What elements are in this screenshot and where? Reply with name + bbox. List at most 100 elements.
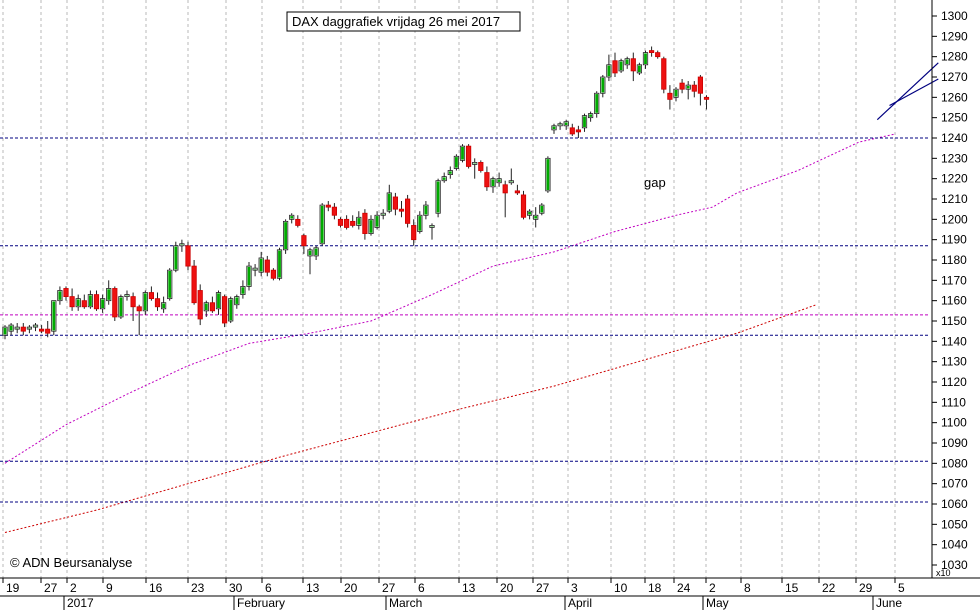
x-day-label: 13 [462,581,476,595]
x-day-label: 9 [106,581,113,595]
y-tick-label: 1030 [941,558,968,572]
candle-up-fill [174,246,178,270]
candle-down [465,145,472,167]
month-label: June [876,596,902,610]
y-tick-label: 1070 [941,477,968,491]
x-axis-month-labels: 2017 February March April May June [63,596,902,610]
x-day-label: 23 [191,581,205,595]
candle-down [404,198,411,224]
candle-down [484,172,490,188]
moving-average-line [4,304,817,533]
candle-down [264,259,270,273]
copyright-label: © ADN Beursanalyse [10,555,132,570]
candle-up-fill [284,222,287,250]
candle-up-fill [241,287,245,294]
candle-up-fill [369,220,373,233]
candle-up-fill [455,157,458,168]
candle-down [130,296,136,308]
y-tick-label: 1300 [941,9,968,23]
candle-up-fill [357,218,361,225]
y-axis-ticks: 1030 1040 1050 1060 1070 1080 1090 1100 1110 1120… [932,9,968,572]
candle-up-fill [638,65,641,73]
x-day-label: 16 [149,581,163,595]
candle-down [514,190,521,194]
x-day-label: 30 [229,581,243,595]
candle-up-fill [583,116,586,128]
y-tick-label: 1290 [941,29,968,43]
candle-up-fill [101,299,104,308]
candle-down [81,300,87,308]
candle-up-fill [448,171,452,174]
candle-down [136,306,142,312]
moving-average-line [4,133,896,464]
candle-up-fill [534,216,538,219]
candle-down [661,58,667,90]
candle-down [697,76,704,94]
candle-down [148,292,154,300]
candle-up-fill [497,179,501,182]
candle-up-fill [644,53,647,64]
candle-up-fill [461,146,464,160]
y-tick-label: 1100 [941,416,967,430]
scale-marker: x10 [936,568,951,578]
x-day-label: 10 [614,581,628,595]
candle-up-fill [619,61,623,71]
trend-line [876,62,939,121]
candle-up-fill [143,293,147,311]
candle-down [362,212,368,234]
candle-up-fill [107,289,111,300]
x-day-label: 5 [898,581,905,595]
candle-up-fill [168,270,172,298]
candle-down [325,204,331,208]
x-day-label: 6 [265,581,272,595]
x-day-label: 8 [744,581,751,595]
candle-up-fill [247,266,251,286]
candle-down [679,82,685,90]
candle-up-fill [119,297,123,317]
candle-down [612,60,618,74]
y-tick-label: 1200 [941,212,968,226]
y-tick-label: 1280 [941,50,968,64]
y-tick-label: 1180 [941,253,967,267]
candle-up-fill [89,295,92,306]
candle-down [411,225,417,241]
candle-up-fill [546,159,550,191]
candles [2,46,710,340]
x-day-label: 18 [648,581,662,595]
candle-up-fill [375,216,379,227]
candle-down [478,161,484,171]
candle-up-fill [436,181,440,213]
candle-up-fill [290,216,294,219]
candle-down [295,218,301,226]
candle-down [197,290,203,320]
candle-down [331,206,338,216]
y-tick-label: 1050 [941,517,968,531]
candle-down [392,196,399,210]
candle-down [112,288,118,318]
x-day-label: 29 [859,581,873,595]
gap-annotation: gap [644,175,666,190]
candle-down [667,92,673,100]
candle-down [63,288,69,298]
candle-up-fill [607,65,611,77]
candle-up-fill [686,85,690,89]
month-label: April [568,596,592,610]
candle-down [350,220,356,226]
candle-down [520,194,527,218]
candle-up-fill [204,303,208,311]
candle-up-fill [76,299,80,306]
y-tick-label: 1080 [941,456,968,470]
candle-down [185,245,191,267]
candle-up-fill [418,216,422,231]
x-day-label: 27 [44,581,58,595]
candle-up-fill [320,205,324,243]
x-day-label: 27 [382,581,396,595]
x-day-label: 2 [70,581,77,595]
candle-down [343,218,350,228]
month-label: March [389,596,422,610]
candle-down [221,296,228,324]
y-tick-label: 1130 [941,355,967,369]
candle-up-fill [229,299,233,321]
candle-down [20,326,26,332]
candle-up-fill [589,114,592,117]
